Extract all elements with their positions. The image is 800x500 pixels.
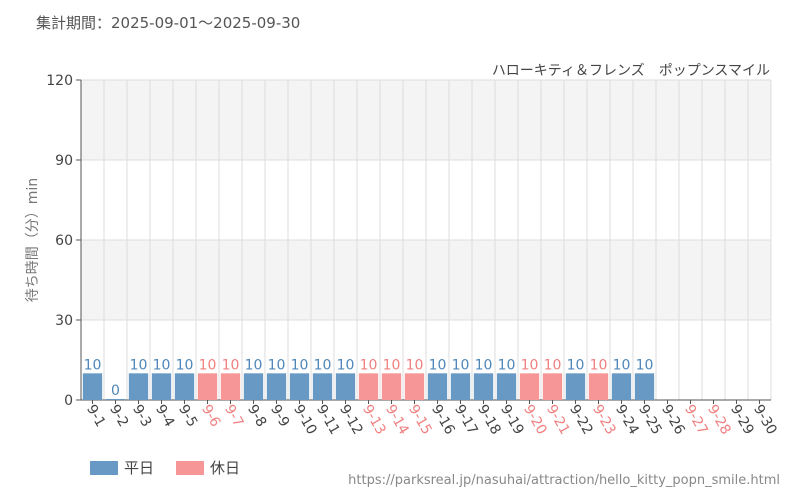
x-tick-label-9-7: 9-7 <box>221 402 246 430</box>
x-tick-label-9-4: 9-4 <box>152 402 177 430</box>
x-tick-label-9-11: 9-11 <box>313 402 343 438</box>
y-tick-label: 60 <box>55 233 73 249</box>
data-label-9-7: 10 <box>222 357 240 373</box>
x-tick-label-9-25: 9-25 <box>635 402 665 438</box>
x-tick-label-9-12: 9-12 <box>336 402 366 438</box>
bar-9-9 <box>266 373 287 400</box>
data-label-9-20: 10 <box>521 357 539 373</box>
data-label-9-12: 10 <box>337 357 355 373</box>
data-label-9-1: 10 <box>84 357 102 373</box>
data-label-9-16: 10 <box>429 357 447 373</box>
x-tick-label-9-14: 9-14 <box>382 402 412 438</box>
x-tick-label-9-24: 9-24 <box>612 402 642 438</box>
bar-9-22 <box>565 373 586 400</box>
x-tick-label-9-2: 9-2 <box>106 402 131 430</box>
legend-holiday[interactable]: 休日 <box>176 457 240 478</box>
legend-weekday[interactable]: 平日 <box>90 457 154 478</box>
x-tick-label-9-29: 9-29 <box>727 402 757 438</box>
bar-9-1 <box>82 373 103 400</box>
bar-9-21 <box>542 373 563 400</box>
bar-9-7 <box>220 373 241 400</box>
bar-9-16 <box>427 373 448 400</box>
y-tick-label: 0 <box>64 393 73 409</box>
bar-9-20 <box>519 373 540 400</box>
data-label-9-5: 10 <box>176 357 194 373</box>
x-tick-label-9-1: 9-1 <box>83 402 108 430</box>
legend: 平日 休日 <box>90 457 240 478</box>
data-label-9-22: 10 <box>567 357 585 373</box>
data-label-9-24: 10 <box>613 357 631 373</box>
bar-9-11 <box>312 373 333 400</box>
legend-weekday-label: 平日 <box>124 459 155 477</box>
data-label-9-11: 10 <box>314 357 332 373</box>
legend-weekday-swatch <box>90 460 118 475</box>
bar-9-3 <box>128 373 149 400</box>
bar-9-6 <box>197 373 218 400</box>
data-label-9-9: 10 <box>268 357 286 373</box>
x-tick-label-9-19: 9-19 <box>497 402 527 438</box>
bar-9-5 <box>174 373 195 400</box>
x-tick-label-9-17: 9-17 <box>451 402 481 438</box>
bar-9-14 <box>381 373 402 400</box>
data-label-9-13: 10 <box>360 357 378 373</box>
bar-9-4 <box>151 373 172 400</box>
data-label-9-23: 10 <box>590 357 608 373</box>
x-tick-label-9-16: 9-16 <box>428 402 458 438</box>
x-tick-label-9-5: 9-5 <box>175 402 200 430</box>
data-label-9-6: 10 <box>199 357 217 373</box>
y-tick-label: 30 <box>55 313 73 329</box>
bar-9-17 <box>450 373 471 400</box>
x-tick-label-9-6: 9-6 <box>198 402 223 430</box>
data-label-9-17: 10 <box>452 357 470 373</box>
x-tick-label-9-9: 9-9 <box>267 402 292 430</box>
bar-9-15 <box>404 373 425 400</box>
data-label-9-3: 10 <box>130 357 148 373</box>
x-tick-label-9-23: 9-23 <box>589 402 619 438</box>
bar-9-24 <box>611 373 632 400</box>
x-tick-label-9-27: 9-27 <box>681 402 711 438</box>
data-label-9-18: 10 <box>475 357 493 373</box>
y-tick-label: 90 <box>55 153 73 169</box>
data-label-9-19: 10 <box>498 357 516 373</box>
data-label-9-25: 10 <box>636 357 654 373</box>
data-label-9-4: 10 <box>153 357 171 373</box>
bar-9-25 <box>634 373 655 400</box>
bar-9-19 <box>496 373 517 400</box>
x-tick-label-9-3: 9-3 <box>129 402 154 430</box>
data-label-9-15: 10 <box>406 357 424 373</box>
bar-9-8 <box>243 373 264 400</box>
legend-holiday-label: 休日 <box>210 459 241 477</box>
data-label-9-10: 10 <box>291 357 309 373</box>
x-tick-label-9-30: 9-30 <box>750 402 780 438</box>
data-label-9-21: 10 <box>544 357 562 373</box>
x-tick-label-9-15: 9-15 <box>405 402 435 438</box>
attraction-name: ハローキティ＆フレンズ ポップンスマイル <box>491 63 770 79</box>
bar-9-12 <box>335 373 356 400</box>
x-tick-label-9-21: 9-21 <box>543 402 573 438</box>
x-tick-label-9-28: 9-28 <box>704 402 734 438</box>
legend-holiday-swatch <box>176 460 205 475</box>
bar-9-13 <box>358 373 379 400</box>
x-tick-label-9-10: 9-10 <box>290 402 320 438</box>
x-tick-label-9-22: 9-22 <box>566 402 596 438</box>
y-tick-label: 120 <box>46 73 73 89</box>
x-tick-label-9-20: 9-20 <box>520 402 550 438</box>
bar-9-2 <box>105 399 126 400</box>
x-tick-label-9-8: 9-8 <box>244 402 269 430</box>
x-tick-label-9-26: 9-26 <box>658 402 688 438</box>
x-tick-label-9-18: 9-18 <box>474 402 504 438</box>
source-url: https://parksreal.jp/nasuhai/attraction/… <box>348 473 780 488</box>
data-label-9-8: 10 <box>245 357 263 373</box>
period-label: 集計期間：2025-09-01～2025-09-30 <box>36 14 301 32</box>
x-tick-label-9-13: 9-13 <box>359 402 389 438</box>
bar-9-18 <box>473 373 494 400</box>
data-label-9-2: 0 <box>111 383 120 399</box>
bar-9-23 <box>588 373 609 400</box>
bar-9-10 <box>289 373 310 400</box>
data-label-9-14: 10 <box>383 357 401 373</box>
